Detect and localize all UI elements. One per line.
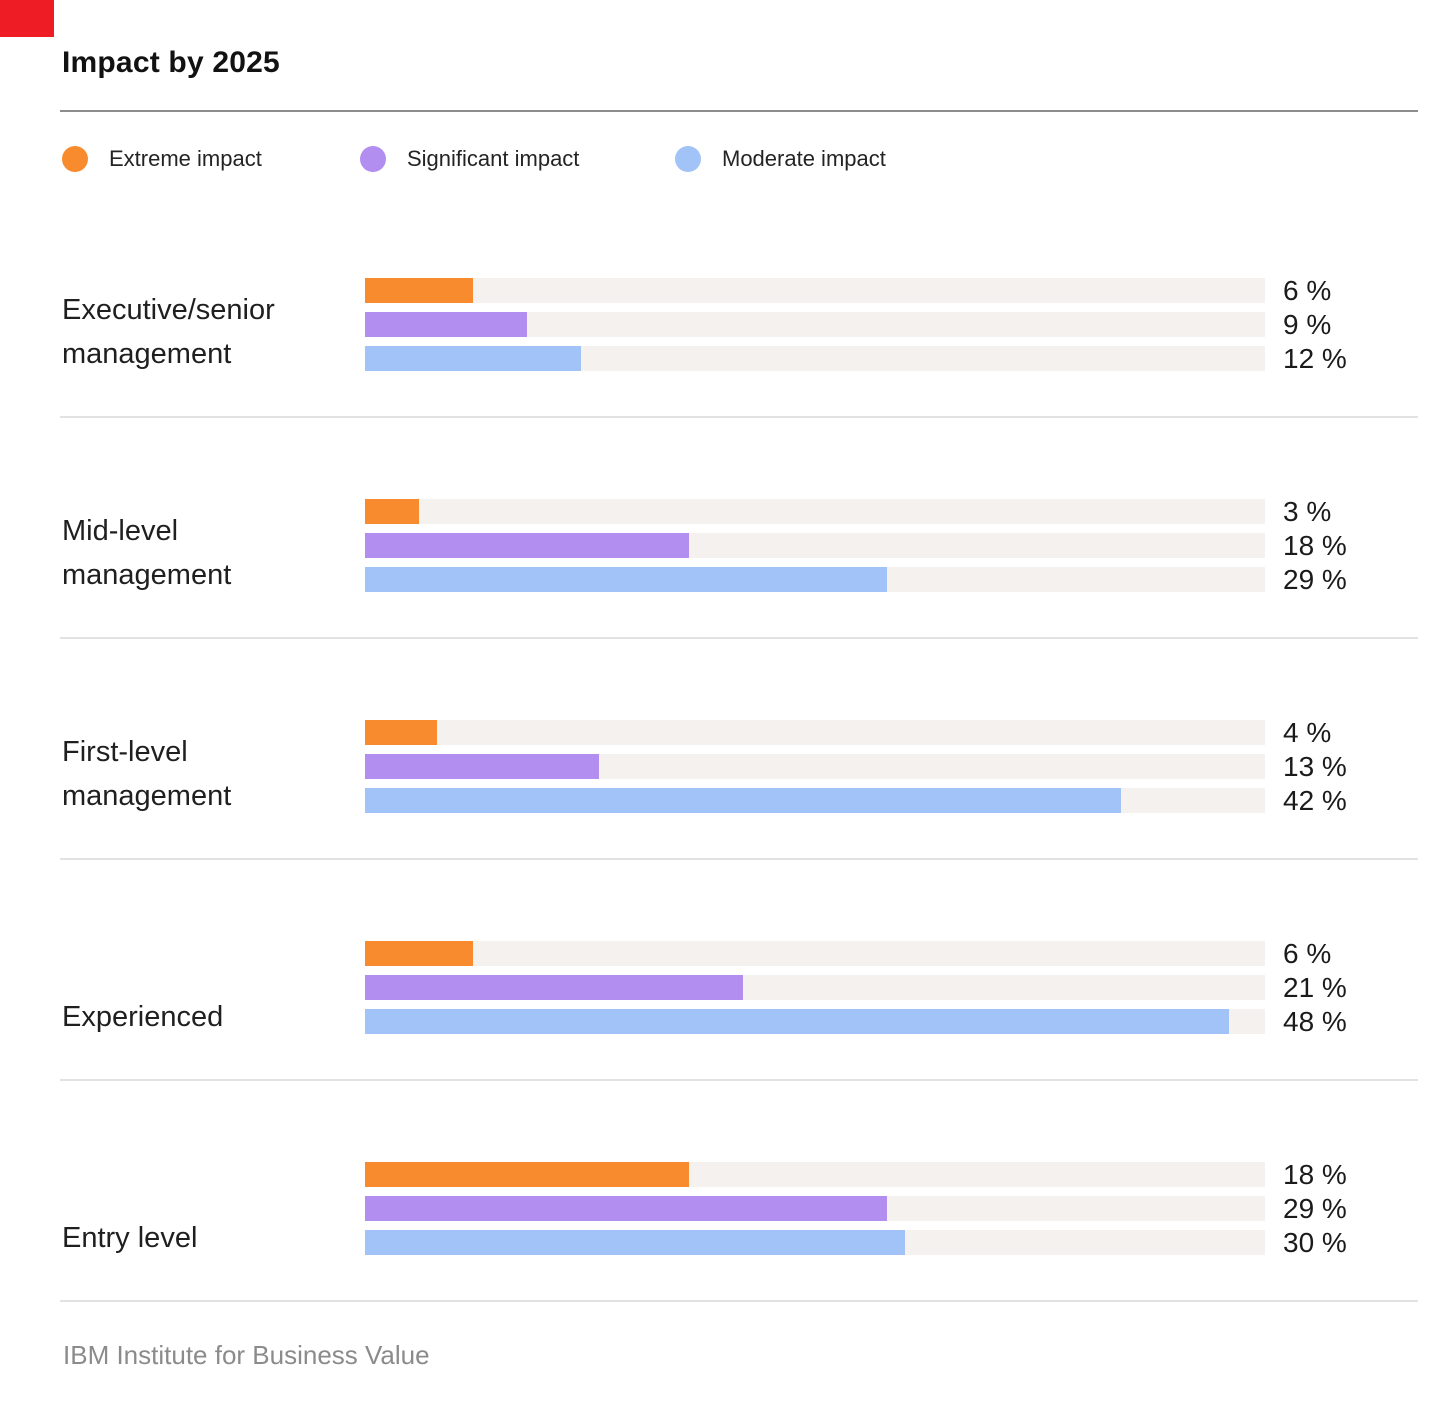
bar-track bbox=[365, 1162, 1265, 1187]
page-title: Impact by 2025 bbox=[62, 46, 280, 79]
bar-track bbox=[365, 1009, 1265, 1034]
significant-impact-bar bbox=[365, 312, 527, 337]
category-label-line: Entry level bbox=[62, 1222, 198, 1254]
significant-impact-bar bbox=[365, 754, 599, 779]
category-group-executive: Executive/senior management 6 % 9 % 12 % bbox=[60, 172, 1418, 418]
category-group-experienced: Experienced 6 % 21 % 48 % bbox=[60, 860, 1418, 1081]
moderate-impact-bar bbox=[365, 1009, 1229, 1034]
significant-impact-bar bbox=[365, 975, 743, 1000]
value-label: 12 % bbox=[1283, 342, 1347, 374]
value-label: 18 % bbox=[1283, 529, 1347, 561]
bar-track bbox=[365, 533, 1265, 558]
bar-stack bbox=[365, 499, 1265, 592]
value-label: 29 % bbox=[1283, 1192, 1347, 1224]
bar-track bbox=[365, 567, 1265, 592]
extreme-impact-dot-icon bbox=[62, 145, 88, 172]
category-label: First-level management bbox=[60, 720, 365, 818]
category-label-line: Executive/senior bbox=[62, 294, 275, 326]
value-label: 3 % bbox=[1283, 495, 1332, 527]
bar-track bbox=[365, 975, 1265, 1000]
value-label: 21 % bbox=[1283, 971, 1347, 1003]
legend-item-significant: Significant impact bbox=[360, 145, 675, 172]
extreme-impact-bar bbox=[365, 720, 437, 745]
category-label: Mid-level management bbox=[60, 499, 365, 597]
bar-track bbox=[365, 312, 1265, 337]
category-label: Executive/senior management bbox=[60, 278, 365, 376]
significant-impact-bar bbox=[365, 533, 689, 558]
category-label-line: Experienced bbox=[62, 1001, 224, 1033]
extreme-impact-bar bbox=[365, 941, 473, 966]
value-label: 6 % bbox=[1283, 274, 1332, 306]
significant-impact-bar bbox=[365, 1196, 887, 1221]
value-label: 9 % bbox=[1283, 308, 1332, 340]
category-label: Experienced bbox=[60, 941, 365, 1039]
legend-label: Moderate impact bbox=[722, 145, 886, 171]
bar-stack bbox=[365, 1162, 1265, 1255]
category-label: Entry level bbox=[60, 1162, 365, 1260]
category-label-line: management bbox=[62, 780, 232, 812]
value-column: 4 % 13 % 42 % bbox=[1283, 716, 1347, 816]
extreme-impact-bar bbox=[365, 499, 419, 524]
moderate-impact-bar bbox=[365, 788, 1121, 813]
extreme-impact-bar bbox=[365, 278, 473, 303]
moderate-impact-bar bbox=[365, 567, 887, 592]
bar-track bbox=[365, 499, 1265, 524]
category-group-firstlevel: First-level management 4 % 13 % 42 % bbox=[60, 639, 1418, 860]
value-label: 6 % bbox=[1283, 937, 1332, 969]
bar-track bbox=[365, 754, 1265, 779]
value-column: 18 % 29 % 30 % bbox=[1283, 1158, 1347, 1258]
value-column: 3 % 18 % 29 % bbox=[1283, 495, 1347, 595]
title-divider bbox=[60, 110, 1418, 112]
bar-track bbox=[365, 1230, 1265, 1255]
moderate-impact-dot-icon bbox=[675, 145, 701, 172]
category-label-line: management bbox=[62, 338, 232, 370]
legend: Extreme impact Significant impact Modera… bbox=[60, 145, 1418, 172]
red-corner-marker bbox=[0, 0, 54, 37]
value-label: 30 % bbox=[1283, 1226, 1347, 1258]
value-label: 48 % bbox=[1283, 1005, 1347, 1037]
category-group-entrylevel: Entry level 18 % 29 % 30 % bbox=[60, 1081, 1418, 1302]
legend-item-extreme: Extreme impact bbox=[62, 145, 360, 172]
extreme-impact-bar bbox=[365, 1162, 689, 1187]
value-label: 29 % bbox=[1283, 563, 1347, 595]
legend-label: Extreme impact bbox=[109, 145, 262, 171]
category-label-line: management bbox=[62, 559, 232, 591]
moderate-impact-bar bbox=[365, 346, 581, 371]
source-attribution: IBM Institute for Business Value bbox=[63, 1340, 430, 1370]
legend-item-moderate: Moderate impact bbox=[675, 145, 886, 172]
bar-track bbox=[365, 278, 1265, 303]
category-label-line: Mid-level bbox=[62, 515, 179, 547]
chart-content: Impact by 2025 Extreme impact Significan… bbox=[0, 46, 1440, 1371]
value-label: 4 % bbox=[1283, 716, 1332, 748]
legend-label: Significant impact bbox=[407, 145, 580, 171]
bar-track bbox=[365, 346, 1265, 371]
value-label: 13 % bbox=[1283, 750, 1347, 782]
bar-stack bbox=[365, 941, 1265, 1034]
significant-impact-dot-icon bbox=[360, 145, 386, 172]
moderate-impact-bar bbox=[365, 1230, 905, 1255]
bar-track bbox=[365, 720, 1265, 745]
bar-stack bbox=[365, 720, 1265, 813]
category-label-line: First-level bbox=[62, 736, 188, 768]
bar-track bbox=[365, 788, 1265, 813]
value-label: 18 % bbox=[1283, 1158, 1347, 1190]
bar-track bbox=[365, 941, 1265, 966]
value-column: 6 % 21 % 48 % bbox=[1283, 937, 1347, 1037]
bar-track bbox=[365, 1196, 1265, 1221]
value-label: 42 % bbox=[1283, 784, 1347, 816]
bar-stack bbox=[365, 278, 1265, 371]
value-column: 6 % 9 % 12 % bbox=[1283, 274, 1347, 374]
category-group-midlevel: Mid-level management 3 % 18 % 29 % bbox=[60, 418, 1418, 639]
